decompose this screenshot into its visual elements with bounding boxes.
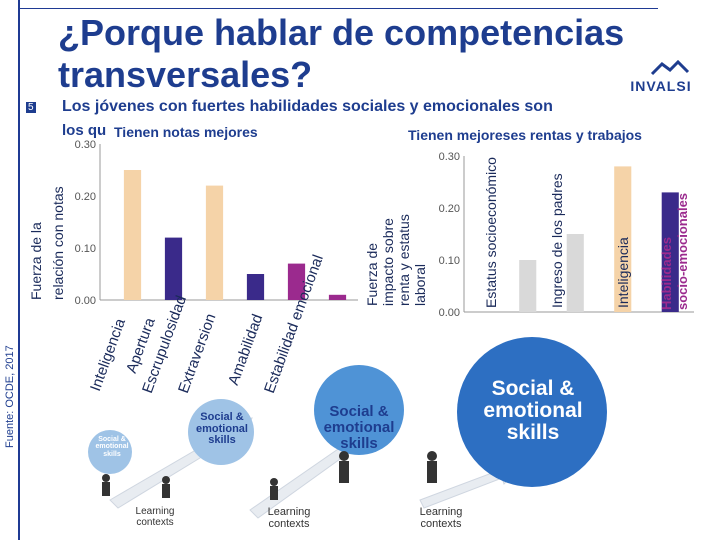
- y-tick-label: 0.00: [75, 295, 96, 307]
- bar: [123, 170, 142, 300]
- subtitle-line2: los qu: [62, 122, 107, 139]
- bar: [614, 166, 632, 312]
- socio-label-1: Habilidades: [659, 237, 674, 310]
- xlarge-blob-label: Social & emotional skills: [483, 377, 583, 445]
- right-chart-ylabel-1: Fuerza de: [364, 242, 380, 306]
- left-chart: 0.00 0.10 0.20 0.30: [75, 139, 358, 307]
- right-cat-label: Estatus socioeconómico: [483, 157, 499, 308]
- left-chart-title: Tienen notas mejores: [114, 124, 258, 140]
- right-chart: 0.00 0.10 0.20 0.30: [439, 151, 694, 319]
- bar: [566, 234, 584, 312]
- large-blob: [314, 365, 404, 455]
- y-tick-label: 0.30: [439, 151, 460, 163]
- bar: [287, 263, 306, 300]
- small-blob: [88, 430, 132, 474]
- learning-context-3: Learning contexts: [419, 506, 463, 530]
- y-tick-label: 0.10: [439, 255, 460, 267]
- medium-blob-label: Social & emotional skills: [196, 411, 248, 447]
- socio-label-2: socio-emocionales: [675, 192, 690, 310]
- bar: [519, 260, 537, 312]
- medium-blob: [188, 399, 254, 465]
- bar: [246, 274, 265, 300]
- y-tick-label: 0.20: [75, 191, 96, 203]
- bar: [164, 237, 183, 300]
- right-chart-ylabel-2: impacto sobre: [380, 218, 396, 306]
- bar: [328, 294, 347, 300]
- right-chart-title: Tienen mejoreses rentas y trabajos: [408, 127, 642, 143]
- right-cat-label: Ingreso de los padres: [549, 173, 565, 308]
- slide-subtitle: Los jóvenes con fuertes habilidades soci…: [62, 98, 553, 115]
- y-tick-label: 0.20: [439, 203, 460, 215]
- y-tick-label: 0.30: [75, 139, 96, 151]
- slide-title: ¿Porque hablar de competencias transvers…: [58, 12, 625, 95]
- y-tick-label: 0.10: [75, 243, 96, 255]
- learning-context-2: Learning contexts: [267, 506, 311, 530]
- page-number: 5: [26, 102, 36, 113]
- source-note: Fuente: OCDE, 2017: [4, 345, 16, 448]
- invalsi-logo: INVALSI: [630, 78, 692, 94]
- xlarge-blob: [457, 337, 607, 487]
- bar: [661, 192, 679, 312]
- right-chart-ylabel-3: renta y estatus: [396, 214, 412, 306]
- y-tick-label: 0.00: [439, 307, 460, 319]
- bar: [205, 185, 224, 300]
- growth-diagram: [88, 337, 607, 519]
- right-cat-label: Inteligencia: [615, 237, 631, 308]
- small-blob-label: Social & emotional skills: [95, 436, 129, 458]
- learning-context-1: Learning contexts: [135, 506, 175, 528]
- left-rule: [18, 0, 20, 540]
- top-rule: [18, 8, 658, 9]
- logo-mark-icon: [650, 60, 690, 76]
- large-blob-label: Social & emotional skills: [323, 403, 395, 452]
- left-chart-ylabel-1: Fuerza de la: [28, 222, 44, 300]
